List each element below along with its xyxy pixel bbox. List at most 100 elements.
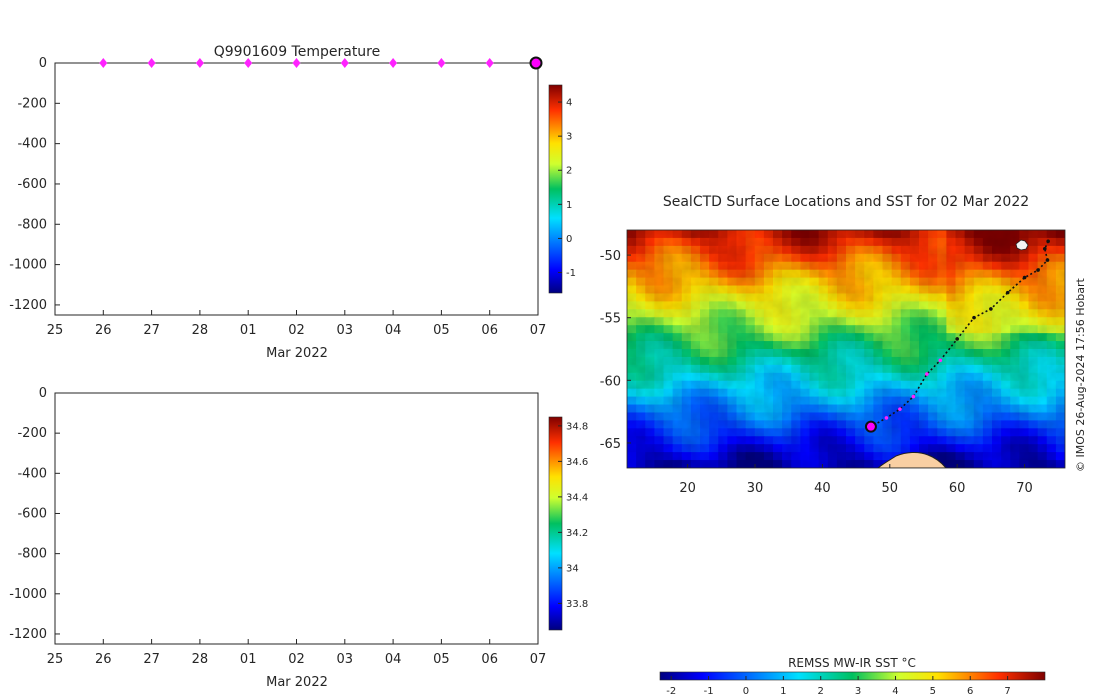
map-x-tick-label: 40 bbox=[814, 481, 831, 496]
x-tick-label: 03 bbox=[337, 323, 354, 338]
x-tick-label: 04 bbox=[385, 652, 402, 667]
profile-marker bbox=[389, 58, 398, 68]
colorbar-tick-label: 2 bbox=[566, 166, 572, 177]
track-point bbox=[1036, 268, 1040, 272]
sst-colorbar-tick-label: 2 bbox=[818, 686, 824, 697]
seal-track-points bbox=[869, 239, 1050, 429]
y-tick-label: -200 bbox=[17, 96, 47, 111]
current-position-marker bbox=[864, 420, 877, 433]
colorbar-tick-label: 34.2 bbox=[566, 528, 588, 539]
salinity-x-axis: 25 26 27 28 01 02 03 04 05 06 07 bbox=[47, 639, 546, 667]
colorbar-tick-label: 34 bbox=[566, 563, 579, 574]
sst-texture bbox=[627, 230, 1065, 468]
current-profile-marker bbox=[529, 56, 543, 70]
profile-marker bbox=[244, 58, 253, 68]
profile-marker bbox=[292, 58, 301, 68]
salinity-colorbar-ticks: 34.8 34.6 34.4 34.2 34 33.8 bbox=[558, 421, 588, 610]
x-tick-label: 06 bbox=[481, 652, 498, 667]
track-point bbox=[884, 416, 889, 420]
map-axes-box bbox=[626, 229, 1066, 469]
colorbar-tick-label: 33.8 bbox=[566, 599, 588, 610]
map-x-tick-label: 20 bbox=[679, 481, 696, 496]
map-y-tick-label: -60 bbox=[600, 374, 621, 389]
sst-colorbar-tick-label: 0 bbox=[743, 686, 749, 697]
y-tick-label: 0 bbox=[39, 56, 47, 71]
salinity-colorbar bbox=[548, 416, 563, 631]
profile-marker bbox=[340, 58, 349, 68]
y-tick-label: -1000 bbox=[9, 587, 47, 602]
sst-colorbar-tick-label: -2 bbox=[666, 686, 676, 697]
y-tick-label: -800 bbox=[17, 217, 47, 232]
temperature-panel: Q9901609 Temperature 0 -200 -400 -600 -800 -1… bbox=[9, 44, 576, 361]
colorbar-tick-label: -1 bbox=[566, 268, 576, 279]
x-tick-label: 25 bbox=[47, 323, 64, 338]
imos-credit: © IMOS 26-Aug-2024 17:56 Hobart bbox=[1074, 278, 1087, 472]
temperature-colorbar-ticks: 4 3 2 1 0 -1 bbox=[558, 98, 576, 279]
x-tick-label: 28 bbox=[192, 323, 209, 338]
x-tick-label: 01 bbox=[240, 652, 257, 667]
temperature-y-axis: 0 -200 -400 -600 -800 -1000 -1200 bbox=[9, 56, 60, 313]
x-tick-label: 05 bbox=[433, 323, 450, 338]
profile-marker bbox=[195, 58, 204, 68]
colorbar-tick-label: 34.6 bbox=[566, 457, 588, 468]
y-tick-label: -600 bbox=[17, 177, 47, 192]
sst-colorbar bbox=[659, 671, 1046, 681]
x-tick-label: 26 bbox=[95, 652, 112, 667]
salinity-y-axis: 0 -200 -400 -600 -800 -1000 -1200 bbox=[9, 386, 60, 642]
salinity-x-label: Mar 2022 bbox=[266, 675, 328, 690]
y-tick-label: -600 bbox=[17, 506, 47, 521]
y-tick-label: -400 bbox=[17, 137, 47, 152]
colorbar-tick-label: 0 bbox=[566, 234, 572, 245]
temperature-x-axis: 25 26 27 28 01 02 03 04 05 06 07 bbox=[47, 310, 547, 338]
x-tick-label: 02 bbox=[288, 323, 305, 338]
map-x-tick-label: 30 bbox=[747, 481, 764, 496]
colorbar-tick-label: 1 bbox=[566, 200, 572, 211]
sst-colorbar-ticks: -2 -1 0 1 2 3 4 5 6 7 bbox=[666, 676, 1011, 697]
map-x-axis: 20 30 40 50 60 70 bbox=[679, 464, 1033, 496]
x-tick-label: 25 bbox=[47, 652, 64, 667]
sst-colorbar-tick-label: 5 bbox=[930, 686, 936, 697]
y-tick-label: 0 bbox=[39, 386, 47, 401]
temperature-title: Q9901609 Temperature bbox=[214, 44, 381, 60]
track-point bbox=[925, 372, 929, 376]
y-tick-label: -400 bbox=[17, 466, 47, 481]
track-point bbox=[938, 358, 943, 363]
sst-colorbar-tick-label: 4 bbox=[892, 686, 898, 697]
colorbar-tick-label: 34.8 bbox=[566, 421, 588, 432]
kerguelen-island bbox=[1015, 239, 1029, 251]
temperature-axes-box bbox=[54, 62, 539, 316]
profile-marker bbox=[485, 58, 494, 68]
colorbar-tick-label: 4 bbox=[566, 98, 572, 109]
sst-colorbar-tick-label: 1 bbox=[780, 686, 786, 697]
x-tick-label: 05 bbox=[433, 652, 450, 667]
track-point bbox=[972, 315, 976, 320]
x-tick-label: 27 bbox=[143, 652, 160, 667]
y-tick-label: -200 bbox=[17, 426, 47, 441]
antarctica-land bbox=[877, 452, 947, 468]
sst-colorbar-label: REMSS MW-IR SST °C bbox=[788, 656, 916, 670]
map-x-tick-label: 60 bbox=[949, 481, 966, 496]
sst-colorbar-tick-label: 6 bbox=[967, 686, 973, 697]
salinity-panel: 0 -200 -400 -600 -800 -1000 -1200 25 26 27 28 01 02… bbox=[9, 386, 588, 690]
y-tick-label: -1200 bbox=[9, 627, 47, 642]
temperature-x-label: Mar 2022 bbox=[266, 346, 328, 361]
map-y-tick-label: -55 bbox=[600, 312, 621, 327]
x-tick-label: 03 bbox=[337, 652, 354, 667]
profile-marker bbox=[147, 58, 156, 68]
sst-colorbar-tick-label: -1 bbox=[704, 686, 714, 697]
colorbar-tick-label: 3 bbox=[566, 132, 572, 143]
temperature-colorbar bbox=[548, 84, 563, 294]
salinity-axes-box bbox=[54, 392, 539, 645]
x-tick-label: 26 bbox=[95, 323, 112, 338]
track-point bbox=[1042, 246, 1047, 251]
x-tick-label: 06 bbox=[481, 323, 498, 338]
track-point bbox=[898, 407, 902, 411]
colorbar-tick-label: 34.4 bbox=[566, 492, 588, 503]
y-tick-label: -1200 bbox=[9, 298, 47, 313]
map-x-tick-label: 70 bbox=[1016, 481, 1033, 496]
x-tick-label: 01 bbox=[240, 323, 257, 338]
x-tick-label: 27 bbox=[143, 323, 160, 338]
x-tick-label: 04 bbox=[385, 323, 402, 338]
x-tick-label: 07 bbox=[530, 323, 547, 338]
